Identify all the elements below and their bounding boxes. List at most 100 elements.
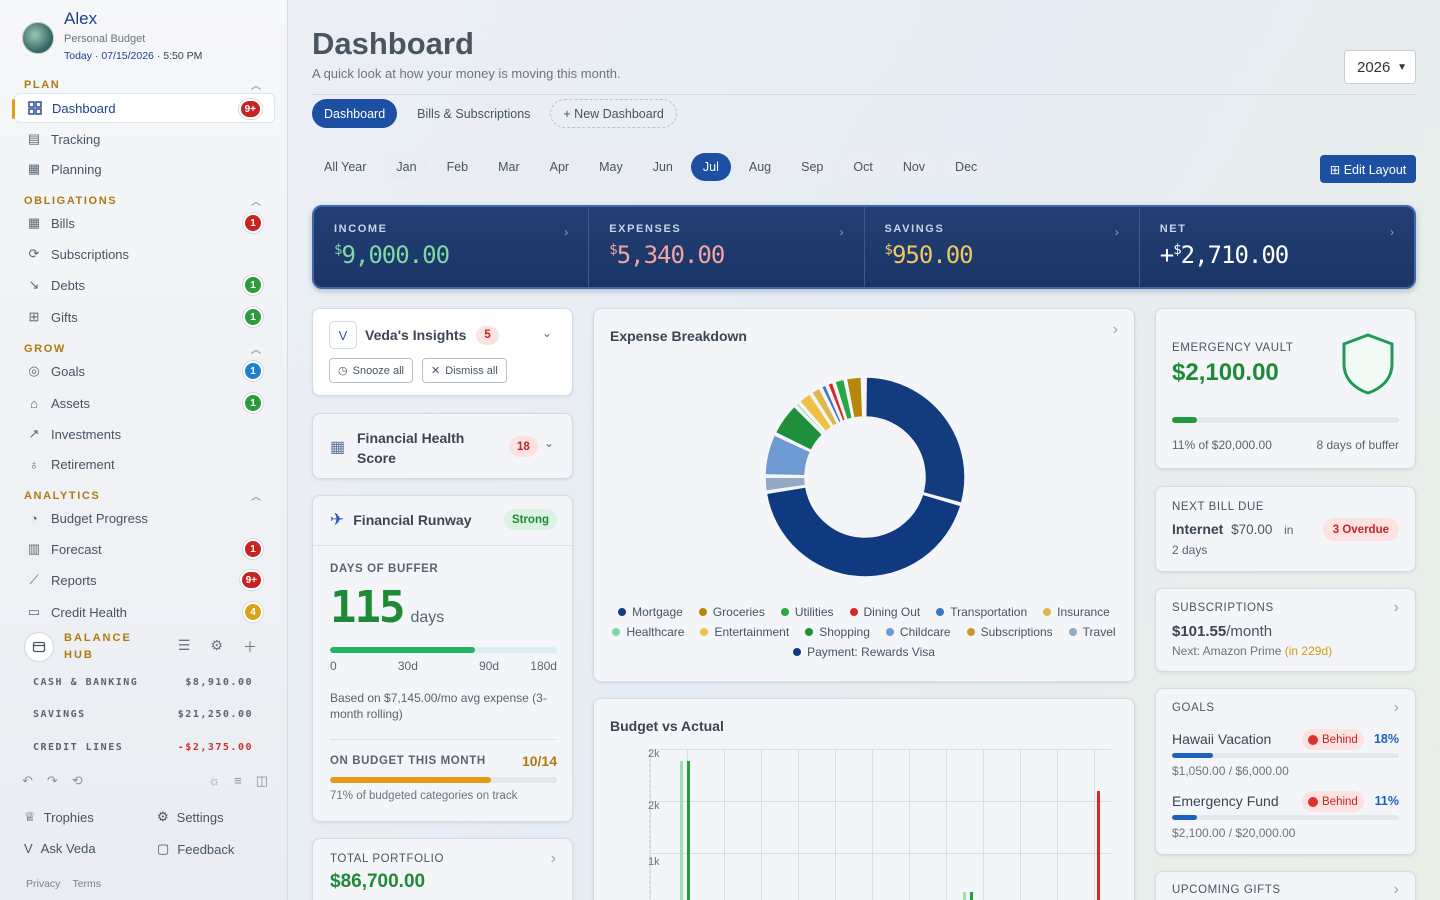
sidebar-item-reports[interactable]: ⟋ Reports 9+ <box>14 565 275 595</box>
slice-shopping[interactable] <box>774 405 824 452</box>
list-icon[interactable]: ☰ <box>177 637 191 653</box>
month-dec[interactable]: Dec <box>943 153 990 181</box>
sidebar-item-assets[interactable]: ⌂ Assets 1 <box>14 388 275 418</box>
legend-item[interactable]: Utilities <box>780 605 834 619</box>
settings-link[interactable]: ⚙ Settings <box>157 809 224 825</box>
legend-item[interactable]: Travel <box>1068 625 1116 639</box>
legend-item[interactable]: Mortgage <box>618 605 683 619</box>
month-may[interactable]: May <box>587 153 635 181</box>
health-score-card[interactable]: ▦ Financial Health Score 18 ⌄ <box>312 413 573 479</box>
slice-childcare[interactable] <box>764 433 812 477</box>
slice-transportation[interactable] <box>820 384 843 424</box>
history-icon[interactable]: ⟲ <box>71 773 83 788</box>
slice-travel[interactable] <box>764 476 807 492</box>
privacy-link[interactable]: Privacy <box>26 878 61 890</box>
sidebar-item-dashboard[interactable]: Dashboard 9+ <box>12 93 275 123</box>
slice-subscriptions[interactable] <box>862 376 866 418</box>
legend-item[interactable]: Subscriptions <box>966 625 1053 639</box>
chevron-right-icon[interactable]: › <box>1112 321 1118 338</box>
slice-insurance[interactable] <box>810 387 839 428</box>
month-nov[interactable]: Nov <box>890 153 938 181</box>
sidebar-item-debts[interactable]: ↘ Debts 1 <box>14 270 275 300</box>
month-feb[interactable]: Feb <box>434 153 481 181</box>
overdue-badge[interactable]: 3 Overdue <box>1322 518 1399 541</box>
sidebar-item-credit-health[interactable]: ▭ Credit Health 4 <box>14 597 275 627</box>
redo-icon[interactable]: ↷ <box>46 773 58 788</box>
month-all-year[interactable]: All Year <box>324 160 367 174</box>
tab-dashboard[interactable]: Dashboard <box>312 99 398 128</box>
month-jan[interactable]: Jan <box>384 153 429 181</box>
gear-icon[interactable]: ⚙ <box>210 637 223 653</box>
slice-healthcare[interactable] <box>794 401 826 435</box>
terms-link[interactable]: Terms <box>72 878 102 890</box>
budget-bar[interactable] <box>680 761 683 900</box>
hub-row-savings[interactable]: SAVINGS $21,250.00 <box>33 709 253 721</box>
slice-dining-out[interactable] <box>826 381 847 423</box>
sidebar-item-gifts[interactable]: ⊞ Gifts 1 <box>14 302 275 332</box>
month-sep[interactable]: Sep <box>789 153 836 181</box>
sidebar-item-forecast[interactable]: ▥ Forecast 1 <box>14 534 275 564</box>
sidebar-item-investments[interactable]: ↗ Investments <box>14 419 275 449</box>
wallet-icon[interactable] <box>24 632 54 662</box>
chevron-down-icon[interactable]: ⌄ <box>541 326 552 340</box>
legend-item[interactable]: Dining Out <box>849 605 920 619</box>
tab-bills-subscriptions[interactable]: Bills & Subscriptions <box>417 106 531 121</box>
hub-row-cash[interactable]: CASH & BANKING $8,910.00 <box>33 676 253 688</box>
legend-item[interactable]: Entertainment <box>700 625 789 639</box>
upcoming-gifts-card[interactable]: UPCOMING GIFTS › <box>1155 871 1416 900</box>
section-grow[interactable]: GROW ︿ <box>24 342 261 357</box>
slice-mortgage[interactable] <box>864 376 966 505</box>
legend-item[interactable]: Insurance <box>1043 605 1110 619</box>
kpi-income[interactable]: INCOME $9,000.00 › <box>314 207 590 287</box>
layout-icon[interactable]: ◫ <box>255 773 268 788</box>
legend-item[interactable]: Groceries <box>698 605 765 619</box>
month-jun[interactable]: Jun <box>640 153 685 181</box>
sidebar-item-bills[interactable]: ▦ Bills 1 <box>14 208 275 238</box>
feedback-link[interactable]: ▢ Feedback <box>157 841 235 857</box>
sliders-icon[interactable]: ≡ <box>234 773 242 788</box>
hub-row-credit-lines[interactable]: CREDIT LINES -$2,375.00 <box>33 741 253 753</box>
slice-utilities[interactable] <box>833 378 854 421</box>
trophies-link[interactable]: ♕ Trophies <box>24 809 94 825</box>
month-aug[interactable]: Aug <box>736 153 784 181</box>
plus-icon[interactable]: ＋ <box>243 639 257 655</box>
sidebar-item-goals[interactable]: ◎ Goals 1 <box>14 356 275 386</box>
year-select[interactable]: 2026 ▼ <box>1344 50 1416 84</box>
ask-veda-link[interactable]: V Ask Veda <box>24 841 96 856</box>
sidebar-item-budget-progress[interactable]: ◔ Budget Progress <box>14 503 275 533</box>
kpi-savings[interactable]: SAVINGS $950.00 › <box>865 207 1140 287</box>
section-analytics[interactable]: ANALYTICS ︿ <box>24 489 261 504</box>
dismiss-all-button[interactable]: ✕ Dismiss all <box>421 358 507 383</box>
sidebar-item-retirement[interactable]: ♁ Retirement <box>14 449 275 479</box>
section-obligations[interactable]: OBLIGATIONS ︿ <box>24 194 261 209</box>
snooze-all-button[interactable]: ◷ Snooze all <box>329 358 413 383</box>
edit-layout-button[interactable]: ⊞ Edit Layout <box>1320 155 1416 183</box>
user-profile[interactable]: Alex Personal Budget Today · 07/15/2026 … <box>22 10 202 66</box>
kpi-net[interactable]: NET +$2,710.00 › <box>1159 223 1394 269</box>
actual-bar[interactable] <box>687 761 690 900</box>
sidebar-item-tracking[interactable]: ▤ Tracking <box>27 131 101 147</box>
total-portfolio-card[interactable]: TOTAL PORTFOLIO › $86,700.00 <box>312 838 573 900</box>
legend-item[interactable]: Shopping <box>805 625 870 639</box>
budget-bar[interactable] <box>963 892 966 900</box>
slice-groceries[interactable] <box>845 376 864 419</box>
month-oct[interactable]: Oct <box>841 153 885 181</box>
sidebar-item-planning[interactable]: ▦ Planning <box>27 161 102 177</box>
slice-payment-rewards-visa[interactable] <box>765 485 962 578</box>
next-bill-card[interactable]: NEXT BILL DUE Internet $70.00 in 2 days … <box>1155 486 1416 572</box>
slice-entertainment[interactable] <box>798 392 833 433</box>
avatar[interactable] <box>22 22 54 54</box>
month-jul[interactable]: Jul <box>690 153 731 181</box>
kpi-expenses[interactable]: EXPENSES $5,340.00 › <box>589 207 865 287</box>
chevron-down-icon[interactable]: ⌄ <box>543 436 554 450</box>
chevron-right-icon[interactable]: › <box>1393 699 1399 716</box>
section-plan[interactable]: PLAN ︿ <box>24 78 261 93</box>
month-mar[interactable]: Mar <box>486 153 532 181</box>
month-apr[interactable]: Apr <box>537 153 582 181</box>
legend-item[interactable]: Healthcare <box>612 625 684 639</box>
legend-item[interactable]: Transportation <box>936 605 1027 619</box>
emergency-vault-card[interactable]: EMERGENCY VAULT $2,100.00 11% of $20,000… <box>1155 308 1416 469</box>
subscriptions-card[interactable]: SUBSCRIPTIONS › $101.55/month Next: Amaz… <box>1155 588 1416 672</box>
actual-bar[interactable] <box>1097 791 1100 900</box>
legend-item[interactable]: Payment: Rewards Visa <box>793 645 935 659</box>
